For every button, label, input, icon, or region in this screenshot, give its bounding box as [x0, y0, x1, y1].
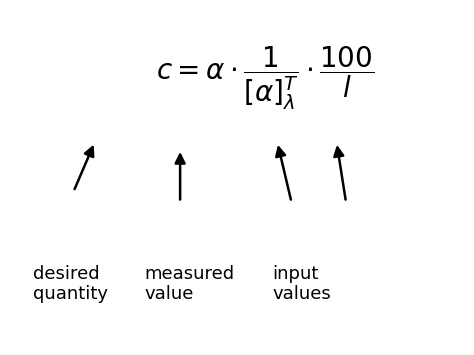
Text: $c = \alpha \cdot \dfrac{1}{[\alpha]_{\lambda}^{T}} \cdot \dfrac{100}{l}$: $c = \alpha \cdot \dfrac{1}{[\alpha]_{\l…: [156, 44, 374, 112]
Text: input
values: input values: [273, 264, 331, 304]
Text: desired
quantity: desired quantity: [33, 264, 108, 304]
Text: measured
value: measured value: [145, 264, 235, 304]
